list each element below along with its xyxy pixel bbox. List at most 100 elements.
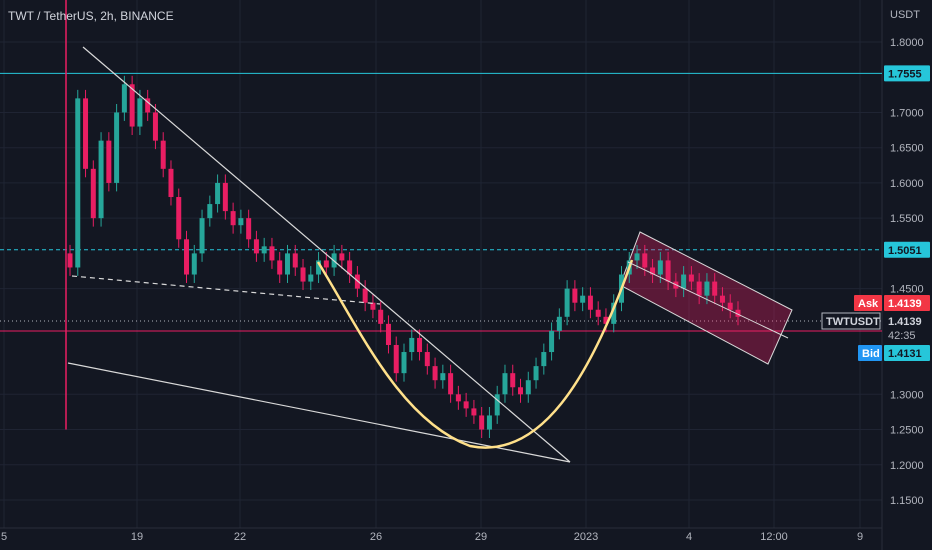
candle-body — [440, 373, 446, 381]
ask-value: 1.4139 — [888, 298, 922, 310]
candle-body — [417, 337, 423, 353]
level-tag-1-bg — [884, 65, 930, 82]
candle-body — [137, 98, 143, 127]
candle-body — [222, 182, 228, 212]
candle-body — [90, 168, 96, 219]
time-axis[interactable]: 5 19 22 26 29 2023 4 12:00 9 — [1, 531, 863, 543]
channel-midline — [627, 261, 789, 339]
candle-body — [502, 373, 508, 395]
x-tick-label: 19 — [131, 531, 143, 543]
y-tick-label: 1.6500 — [890, 143, 924, 155]
lower-trendline — [67, 362, 571, 463]
candle-body — [370, 302, 376, 310]
currency-label: USDT — [890, 9, 920, 21]
candle-body — [580, 295, 586, 303]
x-tick-label: 9 — [857, 531, 863, 543]
ask-label: Ask — [858, 298, 879, 310]
candle-body — [642, 253, 648, 268]
y-tick-label: 1.6000 — [890, 178, 924, 190]
candle-body — [432, 366, 438, 381]
bid-value-bg — [884, 345, 930, 361]
candle-body — [347, 260, 353, 275]
y-tick-label: 1.7000 — [890, 107, 924, 119]
candle-body — [261, 246, 267, 254]
candle-body — [269, 246, 275, 261]
x-tick-label: 2023 — [574, 531, 598, 543]
x-tick-label: 22 — [234, 531, 246, 543]
candle-body — [463, 401, 469, 409]
candle-body — [657, 260, 663, 275]
candle-body — [378, 309, 384, 324]
candle-body — [316, 260, 322, 275]
symbol-label: TWTUSDT — [826, 316, 880, 328]
bid-label: Bid — [862, 348, 880, 360]
candle-body — [665, 260, 671, 282]
candle-body — [176, 197, 182, 240]
bid-value: 1.4131 — [888, 348, 922, 360]
candle-body — [168, 168, 174, 198]
candle-body — [339, 253, 345, 261]
channel-box — [619, 231, 793, 365]
candle-body — [284, 253, 290, 275]
y-tick-label: 1.3000 — [890, 389, 924, 401]
candle-body — [735, 309, 741, 317]
candle-body — [455, 394, 461, 402]
candle-body — [603, 316, 609, 324]
candle-body — [83, 98, 89, 169]
candle-body — [114, 112, 120, 183]
price-axis[interactable]: 1.8000 1.7000 1.6500 1.6000 1.5500 1.4500 1.30… — [890, 37, 924, 507]
level-tag-1: 1.7555 — [888, 68, 922, 80]
y-tick-label: 1.8000 — [890, 37, 924, 49]
cup-curve — [316, 259, 634, 449]
candle-body — [650, 267, 656, 275]
last-box — [884, 313, 930, 343]
x-tick-label: 29 — [475, 531, 487, 543]
candle-body — [121, 84, 127, 113]
candle-body — [409, 337, 415, 353]
candle-body — [323, 260, 329, 268]
candle-body — [160, 140, 166, 169]
candle-body — [479, 415, 485, 430]
candle-body — [518, 387, 524, 395]
candle-body — [486, 415, 492, 430]
candle-body — [238, 218, 244, 226]
ask-value-bg — [884, 295, 930, 311]
dashed-neckline — [71, 275, 381, 305]
candle-body — [611, 302, 617, 324]
candle-body — [595, 309, 601, 317]
y-tick-label: 1.1500 — [890, 495, 924, 507]
drawing-overlays — [67, 46, 789, 463]
candle-body — [712, 281, 718, 296]
candle-body — [727, 302, 733, 310]
candle-body — [230, 211, 236, 226]
candle-body — [494, 394, 500, 416]
candle-body — [401, 352, 407, 374]
candle-body — [184, 239, 190, 275]
horizontal-levels — [0, 72, 882, 332]
candle-body — [67, 253, 73, 268]
candle-body — [277, 260, 283, 275]
x-tick-label: 4 — [686, 531, 692, 543]
candle-body — [696, 281, 702, 296]
candle-body — [145, 98, 151, 113]
candle-body — [719, 295, 725, 303]
level-tag-2: 1.5051 — [888, 245, 922, 257]
symbol-box — [821, 312, 881, 330]
y-tick-label: 1.5500 — [890, 213, 924, 225]
candle-body — [681, 274, 687, 289]
candle-body — [191, 253, 197, 275]
symbol-title: TWT / TetherUS, 2h, BINANCE — [8, 9, 174, 23]
candle-body — [129, 84, 135, 127]
candle-body — [300, 267, 306, 282]
drawing-tools — [619, 231, 793, 365]
candle-body — [556, 316, 562, 331]
candle-body — [564, 288, 570, 317]
candle-body — [549, 330, 555, 353]
candle-body — [572, 288, 578, 303]
x-tick-label: 26 — [370, 531, 382, 543]
candle-body — [246, 218, 252, 240]
upper-trendline — [82, 46, 571, 463]
candle-body — [385, 323, 391, 345]
